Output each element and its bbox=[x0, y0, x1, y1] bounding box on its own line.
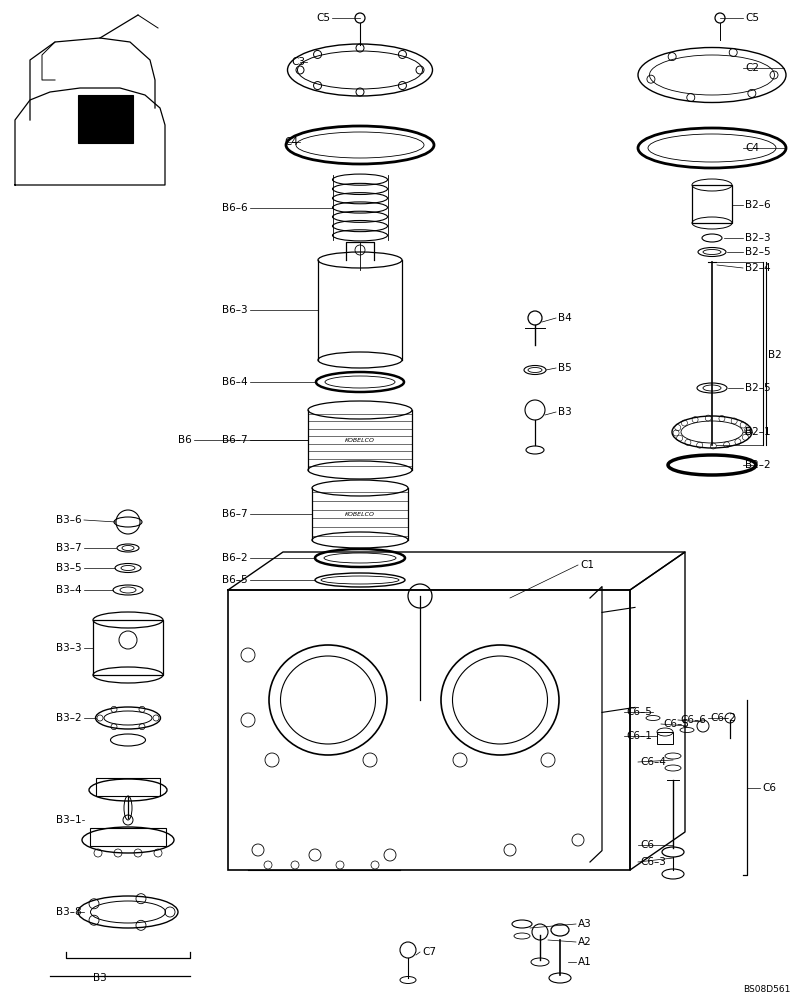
Text: C5: C5 bbox=[745, 13, 759, 23]
Text: B6–4: B6–4 bbox=[222, 377, 248, 387]
Text: C4: C4 bbox=[284, 137, 298, 147]
Text: C2: C2 bbox=[745, 63, 759, 73]
Text: B3–8: B3–8 bbox=[57, 907, 82, 917]
Text: B3–4: B3–4 bbox=[57, 585, 82, 595]
Text: C6–1: C6–1 bbox=[626, 731, 652, 741]
Text: B3–6: B3–6 bbox=[57, 515, 82, 525]
Text: B2–5: B2–5 bbox=[745, 247, 771, 257]
Text: C6–5: C6–5 bbox=[626, 707, 652, 717]
Text: B6–3: B6–3 bbox=[222, 305, 248, 315]
Bar bbox=[90, 828, 166, 846]
Text: C6–5: C6–5 bbox=[663, 719, 689, 729]
Bar bbox=[228, 590, 630, 870]
Text: B6–2: B6–2 bbox=[222, 553, 248, 563]
Text: B2–1: B2–1 bbox=[745, 427, 771, 437]
Text: C6–2: C6–2 bbox=[710, 713, 736, 723]
Text: C1: C1 bbox=[580, 560, 594, 570]
Text: B2–2: B2–2 bbox=[745, 460, 771, 470]
Text: B3: B3 bbox=[558, 407, 572, 417]
Text: C4: C4 bbox=[745, 143, 759, 153]
Text: KOBELCO: KOBELCO bbox=[345, 512, 375, 516]
Text: B2: B2 bbox=[768, 350, 782, 360]
Text: A3: A3 bbox=[578, 919, 591, 929]
Text: C6–6: C6–6 bbox=[680, 715, 706, 725]
Text: B6–6: B6–6 bbox=[222, 203, 248, 213]
Text: C6–3: C6–3 bbox=[640, 857, 666, 867]
Text: BS08D561: BS08D561 bbox=[743, 986, 790, 994]
Text: B6–5: B6–5 bbox=[222, 575, 248, 585]
Text: C5: C5 bbox=[316, 13, 330, 23]
Text: B3–3: B3–3 bbox=[57, 643, 82, 653]
Text: B3–7: B3–7 bbox=[57, 543, 82, 553]
Bar bbox=[657, 732, 673, 744]
Text: B6–7: B6–7 bbox=[222, 435, 248, 445]
Text: C6–4: C6–4 bbox=[640, 757, 666, 767]
Text: C7: C7 bbox=[422, 947, 436, 957]
Text: B2–6: B2–6 bbox=[745, 200, 771, 210]
Bar bbox=[78, 95, 133, 143]
Text: B5: B5 bbox=[558, 363, 572, 373]
Text: B2–4: B2–4 bbox=[745, 263, 771, 273]
Text: B2–3: B2–3 bbox=[745, 233, 771, 243]
Bar bbox=[93, 620, 163, 675]
Bar bbox=[692, 185, 732, 223]
Text: A1: A1 bbox=[578, 957, 591, 967]
Text: B3–1: B3–1 bbox=[57, 815, 82, 825]
Text: KOBELCO: KOBELCO bbox=[345, 438, 375, 442]
Text: B4: B4 bbox=[558, 313, 572, 323]
Text: B3–5: B3–5 bbox=[57, 563, 82, 573]
Text: A2: A2 bbox=[578, 937, 591, 947]
Text: C6: C6 bbox=[640, 840, 654, 850]
Text: C3: C3 bbox=[291, 57, 305, 67]
Text: C6: C6 bbox=[762, 783, 776, 793]
Text: B6: B6 bbox=[178, 435, 192, 445]
Bar bbox=[96, 778, 160, 796]
Text: B2–5: B2–5 bbox=[745, 383, 771, 393]
Text: B3–2: B3–2 bbox=[57, 713, 82, 723]
Text: B6–7: B6–7 bbox=[222, 509, 248, 519]
Text: B3: B3 bbox=[93, 973, 107, 983]
